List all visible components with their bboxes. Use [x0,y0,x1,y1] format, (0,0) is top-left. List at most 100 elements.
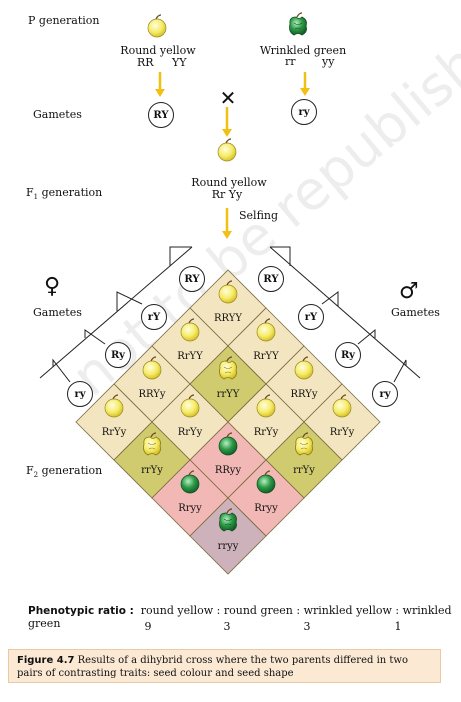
punnett-genotype: Rryy [254,503,278,514]
f1-label-rest: generation [38,186,103,199]
seed-body [143,436,161,456]
male-gamete-branch [393,359,407,383]
punnett-genotype: RRyy [214,465,242,476]
seed-stalk [226,508,233,514]
female-gamete-circle: rY [141,304,167,330]
seed-body [180,474,200,494]
figure-number: Figure 4.7 [17,655,75,666]
seed-wrinkle [223,518,233,526]
figure-caption: Figure 4.7 Results of a dihybrid cross w… [8,649,441,683]
ratio-value: 3 [303,620,311,633]
seed-wrinkle [223,366,233,374]
punnett-seed [180,318,200,342]
parent1-genotype-a: RR [137,56,154,69]
female-gamete-circle: RY [179,266,205,292]
punnett-seed [143,432,161,456]
arrow-head [300,88,310,96]
female-gamete-branch [116,291,143,311]
down-arrow [222,107,232,137]
seed-body [219,512,237,532]
male-gamete-circle: Ry [335,342,361,368]
gametes-label: Gametes [33,108,82,121]
female-gamete-branch [84,329,106,345]
seed-wrinkle [147,442,157,450]
f1-label-f: F [26,186,34,199]
punnett-seed [218,280,238,304]
punnett-genotype: RrYy [101,427,127,438]
ratio-label: Phenotypic ratio : [28,605,134,617]
gamete-circle: RY [148,102,174,128]
seed-stalk [226,280,233,286]
seed-stalk [188,394,195,400]
seed-body [294,360,314,380]
seed-stalk [264,394,271,400]
seed-stalk [188,470,195,476]
parent2-phenotype: Wrinkled green [259,44,347,57]
punnett-genotype: rrYy [141,465,163,476]
female-symbol: ♀ [44,274,61,299]
seed-stalk [188,318,195,324]
f1-generation-label: F1 generation [26,187,102,203]
f2-label-sub: 2 [33,471,39,480]
punnett-genotype: RrYY [177,351,203,362]
punnett-seed [219,356,237,380]
f2-generation-label: F2 generation [26,465,102,481]
male-symbol: ♂ [399,279,419,304]
seed-wrinkle [293,22,303,30]
seed-stalk [340,394,347,400]
seed-stalk [155,14,162,20]
f2-label-f: F [26,464,34,477]
ratio-phenotypes: round yellow : round green : wrinkled ye… [28,604,452,630]
seed-stalk [150,356,157,362]
ratio-value: 9 [144,620,152,633]
arrow-head [222,231,232,239]
punnett-seed [180,470,200,494]
female-gamete-circle: ry [67,381,93,407]
punnett-genotype: RRYy [290,389,318,400]
down-arrow [222,208,232,239]
seed-body [142,360,162,380]
female-gamete-circle: Ry [105,342,131,368]
seed-stalk [225,138,232,144]
seed-stalk [112,394,119,400]
seed-body [256,322,276,342]
caption-text: Results of a dihybrid cross where the tw… [17,655,408,679]
punnett-seed [142,356,162,380]
f1-seed [217,138,237,162]
seed-body [180,398,200,418]
seed-stalk [302,432,309,438]
parent1-phenotype: Round yellow [120,44,196,57]
seed-body [104,398,124,418]
seed-stalk [302,356,309,362]
seed-stalk [226,356,233,362]
punnett-genotype: RrYy [253,427,279,438]
parent2-seed [289,12,307,36]
male-gamete-branch [269,246,421,379]
male-gamete-circle: RY [258,266,284,292]
punnett-genotype: rryy [217,541,239,552]
punnett-seed [219,508,237,532]
punnett-seed [295,432,313,456]
punnett-genotype: RrYY [253,351,279,362]
seed-stalk [296,12,303,18]
seed-body [147,18,167,38]
f1-genotype: Rr Yy [211,188,243,201]
down-arrow [155,72,165,97]
punnett-genotype: RRYY [214,313,242,324]
seed-body [289,16,307,36]
phenotypic-ratio: Phenotypic ratio : round yellow : round … [28,604,461,630]
punnett-seed [256,318,276,342]
seed-body [295,436,313,456]
seed-body [217,142,237,162]
female-gamete-branch [52,358,71,383]
seed-body [219,360,237,380]
cross-symbol: ✕ [219,86,237,110]
seed-body [180,322,200,342]
arrow-head [155,89,165,97]
female-gametes-label: Gametes [33,306,82,319]
punnett-seed [180,394,200,418]
parent1-seed [147,14,167,38]
f2-label-rest: generation [38,464,103,477]
punnett-seed [294,356,314,380]
